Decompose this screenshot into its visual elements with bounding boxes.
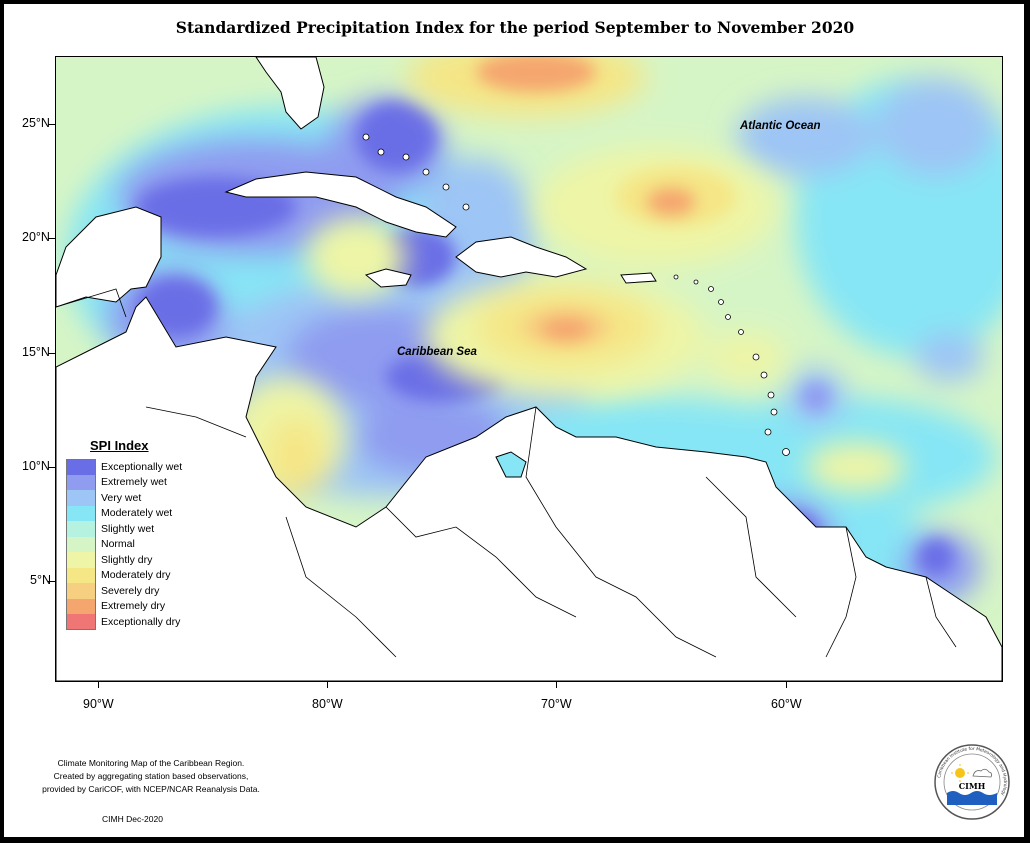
legend-swatch (66, 521, 96, 537)
y-axis-label: 10°N (22, 459, 50, 473)
y-axis-label: 5°N (30, 573, 51, 587)
x-tick (556, 681, 557, 688)
x-tick (786, 681, 787, 688)
legend-swatch (66, 459, 96, 475)
map-credits: Climate Monitoring Map of the Caribbean … (28, 757, 274, 796)
caribbean-sea-label: Caribbean Sea (397, 346, 477, 358)
legend-item: Slightly wet (66, 521, 182, 537)
spi-contour-field (56, 57, 1002, 681)
legend-item: Slightly dry (66, 552, 182, 568)
x-axis-label: 70°W (541, 697, 572, 711)
legend-swatch (66, 505, 96, 521)
credit-line: provided by CariCOF, with NCEP/NCAR Rean… (42, 784, 260, 794)
legend-swatch (66, 614, 96, 630)
y-tick (48, 124, 55, 125)
x-axis-label: 80°W (312, 697, 343, 711)
logo-text: CIMH (959, 781, 986, 791)
legend-item: Extremely wet (66, 474, 182, 490)
legend-swatch (66, 552, 96, 568)
legend-item: Exceptionally wet (66, 459, 182, 475)
legend-item: Moderately wet (66, 505, 182, 521)
legend-item: Severely dry (66, 583, 182, 599)
x-axis-label: 60°W (771, 697, 802, 711)
y-tick (48, 353, 55, 354)
y-tick (48, 238, 55, 239)
legend-label: Slightly dry (101, 553, 153, 566)
legend-label: Very wet (101, 491, 142, 504)
legend-title: SPI Index (90, 438, 149, 453)
spi-legend: SPI Index Exceptionally wet Extremely wet… (66, 438, 182, 630)
legend-item: Normal (66, 536, 182, 552)
legend-label: Moderately wet (101, 507, 173, 520)
cimh-logo: CIMH Caribbean Institute for Meteorology… (934, 744, 1010, 820)
map-title: Standardized Precipitation Index for the… (175, 18, 855, 37)
y-tick (48, 467, 55, 468)
legend-swatch (66, 490, 96, 506)
legend-label: Exceptionally dry (101, 615, 181, 628)
legend-item: Very wet (66, 490, 182, 506)
y-tick (48, 581, 55, 582)
legend-item: Exceptionally dry (66, 614, 182, 630)
spi-map (55, 56, 1003, 682)
legend-label: Normal (101, 538, 135, 551)
legend-swatch (66, 474, 96, 490)
y-axis-label: 15°N (22, 345, 50, 359)
legend-label: Extremely dry (101, 600, 166, 613)
atlantic-ocean-label: Atlantic Ocean (740, 120, 821, 132)
legend-swatch (66, 567, 96, 583)
legend-swatch (66, 536, 96, 552)
legend-items: Exceptionally wet Extremely wet Very wet Mo… (66, 459, 182, 630)
legend-label: Severely dry (101, 584, 160, 597)
legend-swatch (66, 583, 96, 599)
issue-date: CIMH Dec-2020 (102, 814, 163, 824)
x-tick (327, 681, 328, 688)
legend-label: Moderately dry (101, 569, 171, 582)
y-axis-label: 25°N (22, 116, 50, 130)
credit-line: Climate Monitoring Map of the Caribbean … (57, 758, 245, 768)
credit-line: Created by aggregating station based obs… (53, 771, 249, 781)
legend-swatch (66, 598, 96, 614)
legend-label: Exceptionally wet (101, 460, 183, 473)
y-axis-label: 20°N (22, 230, 50, 244)
legend-item: Extremely dry (66, 598, 182, 614)
legend-label: Extremely wet (101, 476, 167, 489)
legend-item: Moderately dry (66, 567, 182, 583)
legend-label: Slightly wet (101, 522, 155, 535)
x-axis-label: 90°W (83, 697, 114, 711)
x-tick (98, 681, 99, 688)
